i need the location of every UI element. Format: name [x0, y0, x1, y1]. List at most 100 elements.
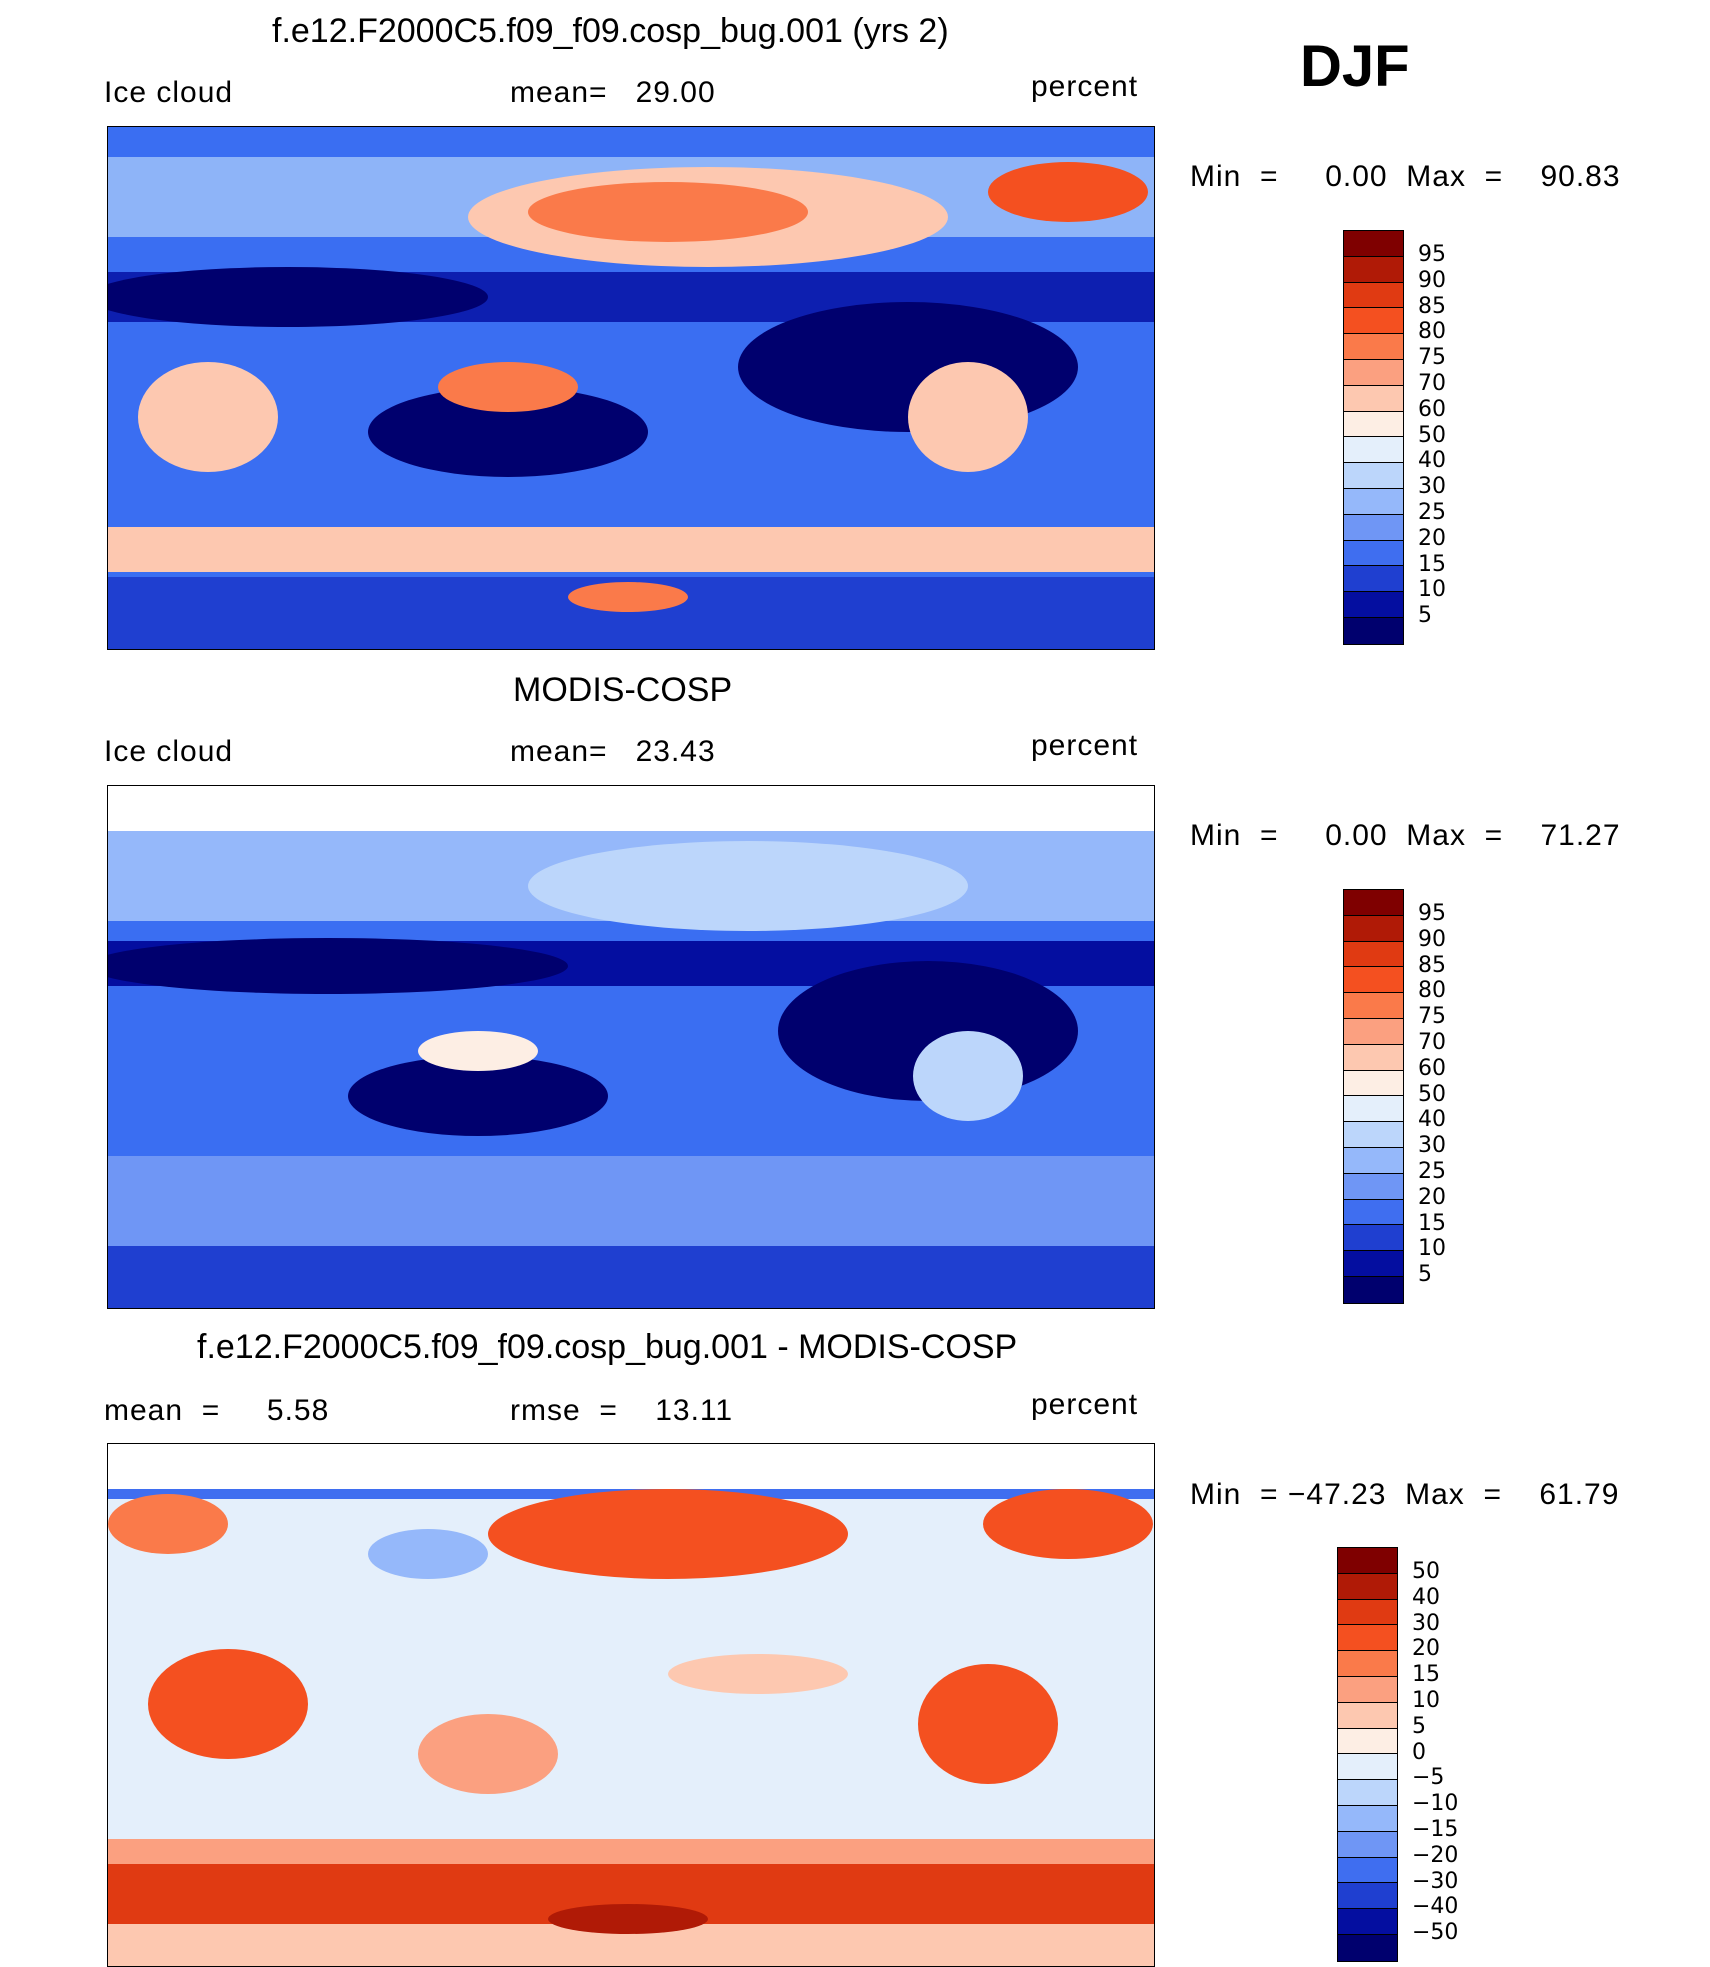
- colorbar-swatch: [1338, 1573, 1397, 1600]
- colorbar-swatch: [1344, 1044, 1403, 1071]
- colorbar-swatch: [1338, 1805, 1397, 1832]
- panel-2-colorbar: [1343, 889, 1404, 1304]
- colorbar-swatch: [1344, 231, 1403, 257]
- colorbar-tick-label: 25: [1418, 1159, 1446, 1184]
- colorbar-tick-label: 80: [1418, 978, 1446, 1004]
- colorbar-tick-label: 95: [1418, 901, 1446, 926]
- colorbar-tick-label: −10: [1412, 1791, 1459, 1817]
- colorbar-swatch: [1344, 617, 1403, 644]
- colorbar-swatch: [1344, 282, 1403, 309]
- colorbar-swatch: [1338, 1625, 1397, 1652]
- panel-2-minmax-label: Min = 0.00 Max = 71.27: [1190, 819, 1621, 852]
- colorbar-tick-label: 50: [1418, 1081, 1446, 1107]
- colorbar-tick-label: 85: [1418, 293, 1446, 319]
- colorbar-swatch: [1344, 540, 1403, 567]
- season-label: DJF: [1300, 34, 1410, 99]
- colorbar-swatch: [1344, 967, 1403, 994]
- colorbar-tick-label: 90: [1418, 267, 1446, 293]
- colorbar-tick-label: 40: [1412, 1584, 1440, 1610]
- colorbar-tick-label: −15: [1412, 1817, 1459, 1842]
- colorbar-swatch: [1338, 1883, 1397, 1910]
- colorbar-tick-label: −50: [1412, 1920, 1459, 1946]
- colorbar-swatch: [1338, 1676, 1397, 1703]
- colorbar-tick-label: −40: [1412, 1894, 1459, 1920]
- panel-3-map: [107, 1443, 1155, 1967]
- colorbar-tick-label: 25: [1418, 500, 1446, 525]
- colorbar-tick-label: 15: [1418, 1210, 1446, 1236]
- panel-3-contour-field: [108, 1444, 1154, 1966]
- panel-3-units-label: percent: [1031, 1388, 1139, 1421]
- panel-1-units-label: percent: [1031, 70, 1139, 103]
- colorbar-tick-label: 60: [1418, 396, 1446, 422]
- colorbar-tick-label: −5: [1412, 1765, 1445, 1791]
- colorbar-tick-label: 5: [1412, 1713, 1426, 1739]
- colorbar-tick-label: 5: [1418, 603, 1432, 629]
- colorbar-tick-label: 5: [1418, 1262, 1432, 1288]
- colorbar-tick-label: 60: [1418, 1055, 1446, 1081]
- colorbar-swatch: [1344, 308, 1403, 335]
- colorbar-swatch: [1344, 915, 1403, 942]
- colorbar-tick-label: 75: [1418, 345, 1446, 371]
- colorbar-swatch: [1344, 256, 1403, 283]
- colorbar-tick-label: 20: [1412, 1636, 1440, 1662]
- panel-1-colorbar: [1343, 230, 1404, 645]
- panel-1-map: [107, 126, 1155, 650]
- colorbar-tick-label: 50: [1412, 1559, 1440, 1584]
- colorbar-tick-label: 85: [1418, 952, 1446, 978]
- colorbar-swatch: [1344, 1225, 1403, 1252]
- panel-3-colorbar: [1337, 1547, 1398, 1962]
- colorbar-swatch: [1344, 514, 1403, 541]
- colorbar-swatch: [1344, 385, 1403, 412]
- colorbar-swatch: [1338, 1548, 1397, 1574]
- colorbar-swatch: [1344, 1018, 1403, 1045]
- colorbar-tick-label: 70: [1418, 1030, 1446, 1055]
- panel-2-mean-label: mean= 23.43: [510, 735, 716, 768]
- colorbar-tick-label: 80: [1418, 319, 1446, 345]
- colorbar-swatch: [1338, 1702, 1397, 1729]
- colorbar-swatch: [1338, 1728, 1397, 1755]
- colorbar-swatch: [1344, 1173, 1403, 1200]
- panel-1-mean-label: mean= 29.00: [510, 76, 716, 109]
- colorbar-swatch: [1344, 941, 1403, 968]
- colorbar-tick-label: 10: [1418, 577, 1446, 603]
- colorbar-swatch: [1344, 1199, 1403, 1226]
- colorbar-swatch: [1344, 890, 1403, 916]
- colorbar-swatch: [1344, 463, 1403, 489]
- colorbar-swatch: [1344, 334, 1403, 360]
- colorbar-swatch: [1344, 1251, 1403, 1277]
- colorbar-tick-label: 40: [1418, 1107, 1446, 1133]
- colorbar-swatch: [1338, 1599, 1397, 1626]
- colorbar-tick-label: −20: [1412, 1842, 1459, 1868]
- colorbar-tick-label: 15: [1418, 551, 1446, 577]
- colorbar-tick-label: 75: [1418, 1004, 1446, 1030]
- colorbar-swatch: [1338, 1651, 1397, 1677]
- colorbar-swatch: [1338, 1780, 1397, 1806]
- panel-1-minmax-label: Min = 0.00 Max = 90.83: [1190, 160, 1621, 193]
- panel-3-rmse-label: rmse = 13.11: [510, 1394, 734, 1427]
- colorbar-swatch: [1344, 566, 1403, 593]
- panel-1-title: f.e12.F2000C5.f09_f09.cosp_bug.001 (yrs …: [272, 12, 949, 50]
- colorbar-swatch: [1338, 1857, 1397, 1884]
- colorbar-swatch: [1344, 1147, 1403, 1174]
- colorbar-tick-label: 10: [1418, 1236, 1446, 1262]
- colorbar-tick-label: −30: [1412, 1868, 1459, 1894]
- colorbar-tick-label: 20: [1418, 525, 1446, 551]
- colorbar-tick-label: 90: [1418, 926, 1446, 952]
- panel-2-title: MODIS-COSP: [513, 671, 733, 709]
- panel-2-contour-field: [108, 786, 1154, 1308]
- colorbar-swatch: [1344, 437, 1403, 464]
- colorbar-swatch: [1344, 411, 1403, 438]
- colorbar-tick-label: 15: [1412, 1662, 1440, 1688]
- panel-3-minmax-label: Min = −47.23 Max = 61.79: [1190, 1478, 1620, 1511]
- colorbar-swatch: [1344, 993, 1403, 1019]
- colorbar-swatch: [1344, 1096, 1403, 1123]
- colorbar-swatch: [1338, 1831, 1397, 1858]
- panel-2-map: [107, 785, 1155, 1309]
- colorbar-tick-label: 20: [1418, 1184, 1446, 1210]
- colorbar-swatch: [1344, 1276, 1403, 1303]
- panel-2-units-label: percent: [1031, 729, 1139, 762]
- colorbar-tick-label: 50: [1418, 422, 1446, 448]
- colorbar-tick-label: 30: [1412, 1610, 1440, 1636]
- panel-2-variable-label: Ice cloud: [104, 735, 234, 768]
- colorbar-swatch: [1338, 1909, 1397, 1935]
